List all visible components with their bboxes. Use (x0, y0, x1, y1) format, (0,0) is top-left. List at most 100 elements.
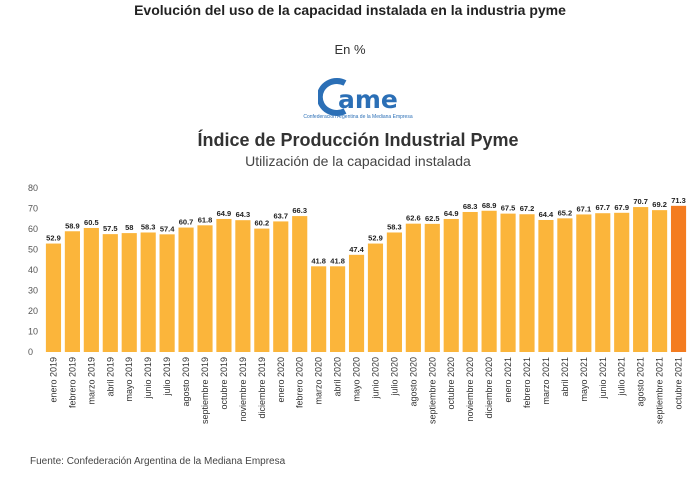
bar-value-label: 41.8 (311, 256, 326, 265)
bar-value-label: 58.3 (387, 222, 402, 231)
bar-value-label: 60.2 (255, 219, 270, 228)
bar (576, 214, 592, 352)
bar (367, 243, 384, 352)
bar-value-label: 68.9 (482, 201, 497, 210)
bar-value-label: 52.9 (368, 234, 383, 243)
x-tick-label: abril 2019 (105, 357, 115, 397)
bar (538, 219, 554, 352)
x-tick-label: diciembre 2019 (257, 357, 267, 419)
units-label: En % (334, 42, 366, 57)
bar (121, 233, 137, 352)
bar (595, 213, 611, 352)
bar-value-label: 62.5 (425, 214, 440, 223)
x-tick-label: julio 2020 (389, 357, 399, 397)
bar (462, 211, 478, 352)
bar (83, 227, 99, 352)
bar-value-label: 47.4 (349, 245, 364, 254)
x-tick-label: agosto 2020 (408, 357, 418, 407)
x-tick-label: agosto 2019 (181, 357, 191, 407)
x-tick-label: mayo 2021 (579, 357, 589, 402)
x-tick-label: mayo 2019 (124, 357, 134, 402)
x-tick-label: octubre 2020 (446, 357, 456, 410)
bar (443, 218, 459, 352)
bar-value-label: 64.4 (539, 210, 554, 219)
bar-value-label: 52.9 (46, 234, 61, 243)
y-tick-label: 0 (28, 347, 33, 357)
came-logo: ame (316, 77, 398, 123)
bar (216, 218, 232, 352)
bar-value-label: 64.9 (217, 209, 232, 218)
y-tick-label: 10 (28, 327, 38, 337)
x-tick-label: marzo 2021 (541, 357, 551, 405)
chart-subtitle: Utilización de la capacidad instalada (245, 153, 471, 169)
bar-value-label: 64.9 (444, 209, 459, 218)
x-tick-label: diciembre 2020 (484, 357, 494, 419)
page-title: Evolución del uso de la capacidad instal… (134, 2, 566, 18)
bar (557, 218, 573, 352)
bar (102, 234, 118, 352)
bar (652, 210, 668, 352)
bar-value-label: 64.3 (236, 210, 251, 219)
bar (386, 232, 402, 352)
logo-caption: Confederación Argentina de la Mediana Em… (303, 114, 413, 120)
bar-value-label: 67.5 (501, 204, 516, 213)
x-tick-label: octubre 2021 (674, 357, 684, 410)
bars (45, 205, 687, 352)
bar-value-label: 58 (125, 223, 133, 232)
x-tick-label: noviembre 2020 (465, 357, 475, 422)
x-tick-label: junio 2021 (598, 357, 608, 400)
bar (64, 231, 80, 352)
y-tick-label: 30 (28, 286, 38, 296)
bar (197, 225, 213, 352)
bar-value-label: 67.1 (577, 204, 592, 213)
bar-value-label: 67.7 (595, 203, 610, 212)
bar (140, 232, 156, 352)
bar (670, 205, 687, 352)
bar (500, 213, 516, 352)
came-logo-mark: ame (316, 78, 398, 116)
y-tick-label: 80 (28, 183, 38, 193)
bar (159, 234, 175, 352)
x-tick-label: junio 2020 (370, 357, 380, 400)
chart-title: Índice de Producción Industrial Pyme (197, 130, 519, 150)
x-tick-label: mayo 2020 (352, 357, 362, 402)
x-tick-label: julio 2019 (162, 357, 172, 397)
x-tick-label: abril 2020 (333, 357, 343, 397)
y-tick-label: 70 (28, 204, 38, 214)
bar-value-label: 58.3 (141, 222, 156, 231)
bar (178, 227, 194, 352)
y-tick-label: 60 (28, 224, 38, 234)
y-axis: 0 10 20 30 40 50 60 70 80 (28, 183, 38, 357)
bar (273, 221, 289, 352)
x-axis: enero 2019 febrero 2019 marzo 2019 abril 20… (48, 357, 683, 424)
bar (633, 207, 649, 352)
source-note: Fuente: Confederación Argentina de la Me… (30, 456, 286, 467)
bar (481, 210, 497, 352)
x-tick-label: julio 2021 (617, 357, 627, 397)
bar-value-label: 58.9 (65, 221, 80, 230)
bar (405, 223, 421, 352)
bar (45, 243, 62, 352)
x-tick-label: agosto 2021 (636, 357, 646, 407)
bar-value-label: 41.8 (330, 256, 345, 265)
bar (348, 254, 365, 352)
x-tick-label: septiembre 2019 (200, 357, 210, 424)
bar-value-label: 67.9 (614, 203, 629, 212)
x-tick-label: octubre 2019 (219, 357, 229, 410)
bar (292, 216, 308, 352)
bar-value-label: 62.6 (406, 214, 421, 223)
bar (330, 266, 346, 352)
bar-value-label: 71.3 (671, 196, 686, 205)
bar (614, 212, 630, 352)
bar-value-label: 69.2 (652, 200, 667, 209)
x-tick-label: junio 2019 (143, 357, 153, 400)
bar (519, 214, 535, 352)
bar-value-label: 57.4 (160, 224, 175, 233)
bar (235, 220, 251, 352)
bar-value-label: 70.7 (633, 197, 648, 206)
x-tick-label: marzo 2020 (314, 357, 324, 405)
y-tick-label: 40 (28, 265, 38, 275)
bar (424, 223, 440, 352)
x-tick-label: abril 2021 (560, 357, 570, 397)
